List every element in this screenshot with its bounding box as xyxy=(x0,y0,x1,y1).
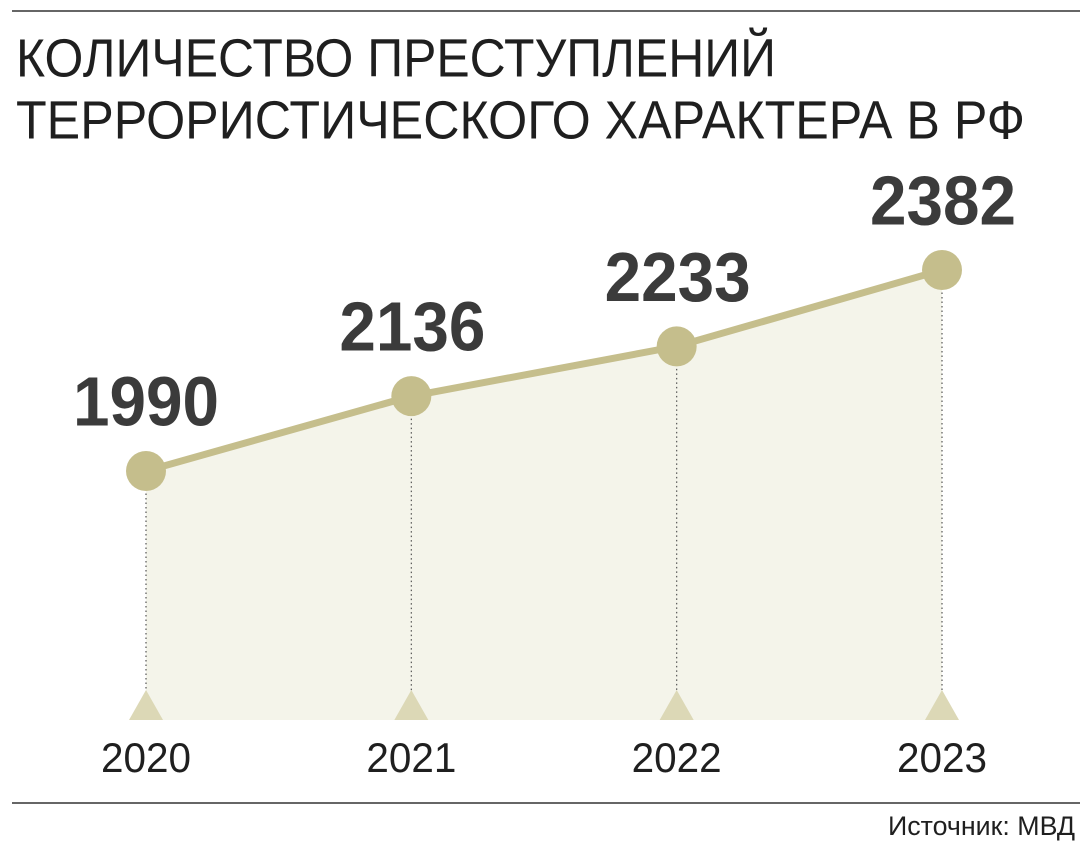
value-label: 2382 xyxy=(870,161,1016,239)
value-label: 2136 xyxy=(339,288,485,366)
year-marker xyxy=(925,690,959,720)
x-tick-label: 2021 xyxy=(366,734,456,781)
source: Источник: МВД xyxy=(888,811,1075,841)
chart-title: КОЛИЧЕСТВО ПРЕСТУПЛЕНИЙ xyxy=(16,27,776,88)
area xyxy=(146,270,942,720)
x-tick-label: 2020 xyxy=(101,734,191,781)
year-marker xyxy=(659,690,694,720)
point xyxy=(922,250,962,290)
year-marker xyxy=(394,690,429,720)
year-marker xyxy=(129,690,163,720)
point xyxy=(391,376,432,417)
x-tick-label: 2022 xyxy=(632,734,722,781)
point xyxy=(656,326,697,367)
x-tick-label: 2023 xyxy=(897,734,987,781)
chart-title: ТЕРРОРИСТИЧЕСКОГО ХАРАКТЕРА В РФ xyxy=(16,90,1025,150)
value-label: 2233 xyxy=(605,238,751,316)
line xyxy=(145,266,943,475)
value-label: 1990 xyxy=(73,362,219,440)
point xyxy=(126,451,166,491)
